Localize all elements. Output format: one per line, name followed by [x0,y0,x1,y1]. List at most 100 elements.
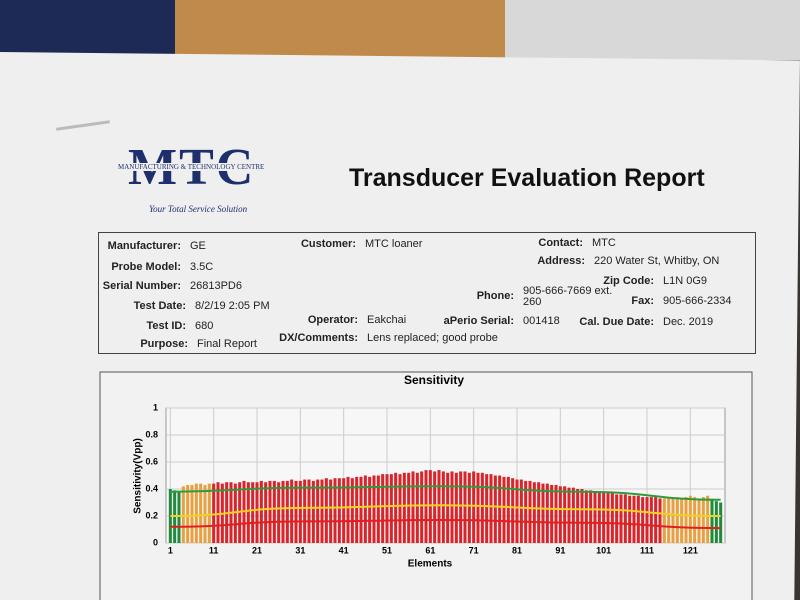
bar [281,480,285,543]
bar [385,474,389,543]
logo-subtitle: MANUFACTURING & TECHNOLOGY CENTRE [116,163,267,171]
bar [658,498,662,543]
bar [415,472,419,543]
bar [251,482,255,543]
bar [628,495,632,543]
threshold-line [170,519,721,530]
bar [316,479,320,543]
field-label: Contact: [538,237,583,249]
bar [472,471,476,543]
bar [602,491,606,543]
bar [610,493,614,543]
bar [649,497,653,543]
field-label: Probe Model: [111,261,181,273]
chart-title: Sensitivity [404,373,464,387]
bar [394,472,398,543]
bar [177,491,181,543]
report-title: Transducer Evaluation Report [349,164,705,192]
bar [454,472,458,543]
tagline: Your Total Service Solution [149,204,248,214]
x-tick-label: 11 [209,545,219,555]
field-value: 905-666-7669 ext. 260 [523,285,613,308]
bar [714,501,718,543]
bar [446,472,450,543]
field-value: GE [190,240,206,252]
cardboard-box [175,0,505,60]
field-value: L1N 0G9 [663,275,708,287]
bar [311,480,315,543]
bar [480,472,484,543]
bar [255,482,259,543]
bar [450,471,454,543]
field-label: Manufacturer: [107,240,181,252]
field-value: 26813PD6 [190,280,242,292]
bar [550,484,554,543]
bar [654,497,658,543]
field-label: Purpose: [140,338,188,350]
bar [355,476,359,543]
bar [619,494,623,543]
field-label: Zip Code: [603,275,654,287]
bar [181,486,185,543]
bar [437,470,441,543]
y-tick-label: 0.8 [145,429,158,439]
bar [498,475,502,543]
bar [593,491,597,543]
bar [467,472,471,543]
bar [489,474,493,543]
bar [532,482,536,543]
bar [675,497,679,543]
bar [636,495,640,543]
bar [558,486,562,543]
bar [645,497,649,543]
bar [519,479,523,543]
bar [680,498,684,543]
threshold-line [170,504,721,517]
bar [693,497,697,543]
bar [615,494,619,543]
bar [424,470,428,543]
bar [402,472,406,543]
bar [459,471,463,543]
x-tick-label: 91 [555,545,565,555]
bar [515,479,519,543]
field-value: 3.5C [190,261,214,273]
bar [337,478,341,543]
field-value: Eakchai [367,314,407,326]
bar [272,480,276,543]
x-tick-label: 21 [252,545,262,555]
bar [576,489,580,543]
bar [264,482,268,543]
bar [641,497,645,543]
bar [667,497,671,543]
bar [342,478,346,543]
x-tick-label: 41 [339,545,349,555]
bar [216,482,220,543]
bar [277,482,281,543]
bar [476,472,480,543]
bar [697,498,701,543]
field-value: Final Report [197,338,257,350]
bar [350,478,354,543]
x-tick-label: 81 [512,545,522,555]
bar [597,491,601,543]
field-label: Fax: [631,295,654,307]
bar [324,478,328,543]
bar [320,479,324,543]
bar [554,484,558,543]
x-tick-label: 51 [382,545,392,555]
bar [303,479,307,543]
field-value: MTC [592,237,616,249]
bar [528,480,532,543]
x-tick-label: 111 [640,545,654,555]
field-label: Phone: [476,290,514,302]
x-axis-label: Elements [408,559,453,570]
bar [433,471,437,543]
field-value: 001418 [523,315,560,327]
bar [346,476,350,543]
bar [567,487,571,543]
bar [363,475,367,543]
x-tick-label: 1 [168,545,173,555]
bar [190,484,194,543]
